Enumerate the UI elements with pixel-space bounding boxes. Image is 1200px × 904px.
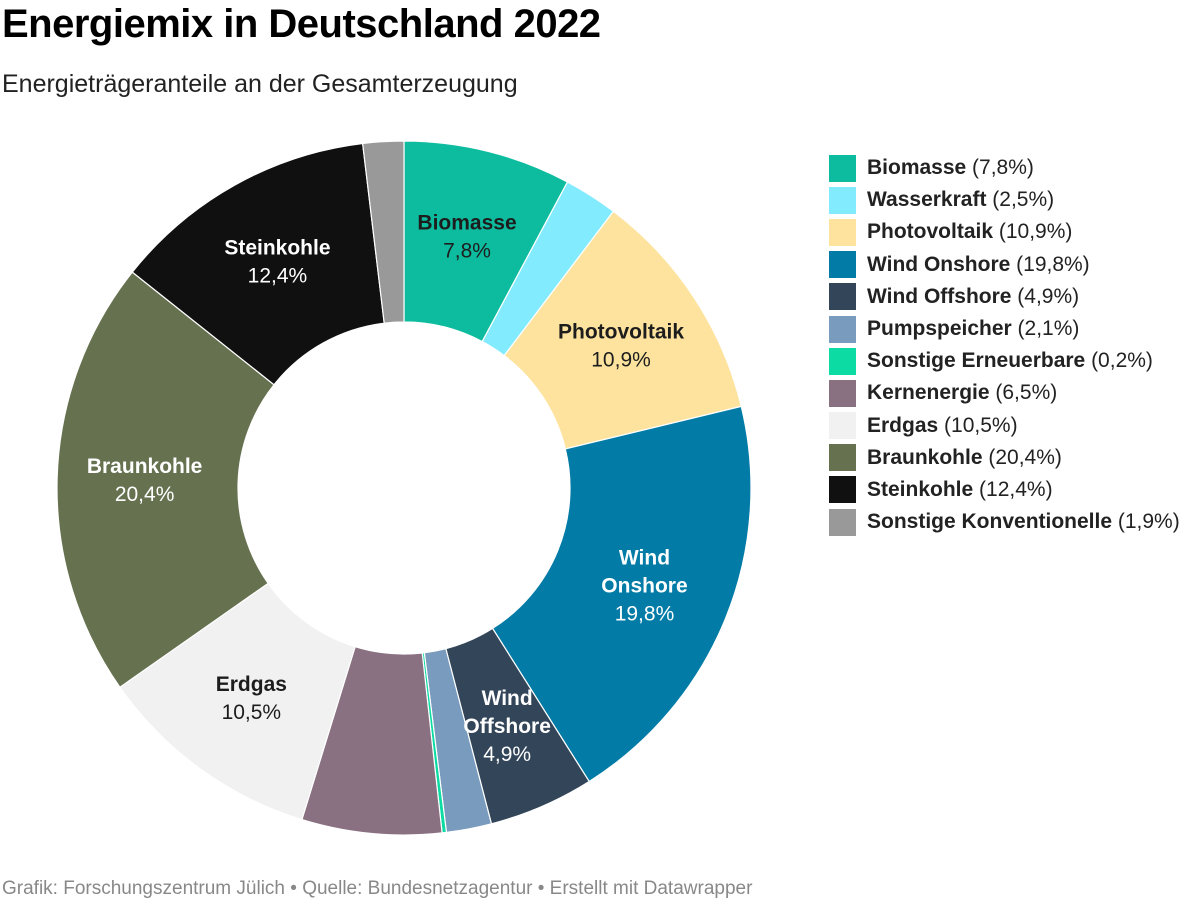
slice-label-wind-offshore: Wind Offshore 4,9%	[463, 687, 551, 766]
slice-label-erdgas: Erdgas 10,5%	[216, 673, 287, 724]
legend-swatch	[829, 379, 856, 407]
legend-value: (10,9%)	[993, 220, 1073, 244]
legend-label: Wind Onshore	[867, 252, 1011, 276]
slice-label-value: 12,4%	[248, 264, 308, 287]
legend-swatch	[829, 444, 856, 472]
slice-label-name: Onshore	[601, 575, 687, 598]
slice-label-value: 20,4%	[115, 483, 175, 506]
legend-label: Pumpspeicher	[867, 317, 1012, 341]
slice-label-name: Wind	[619, 547, 670, 570]
slice-photovoltaik	[503, 210, 742, 450]
legend-value: (2,1%)	[1011, 317, 1080, 341]
legend-label: Kernenergie	[867, 381, 990, 405]
legend-label: Wasserkraft	[867, 188, 987, 212]
slice-label-name: Steinkohle	[224, 236, 330, 259]
legend-value: (4,9%)	[1011, 284, 1080, 308]
legend-swatch	[829, 315, 856, 343]
legend-item-erdgas: Erdgas (10,5%)	[829, 410, 1180, 442]
legend-item-biomasse: Biomasse (7,8%)	[829, 152, 1180, 184]
legend-value: (10,5%)	[938, 413, 1018, 437]
slice-braunkohle	[56, 271, 275, 689]
legend-swatch	[829, 154, 856, 182]
legend-item-sonstige-konventionelle: Sonstige Konventionelle (1,9%)	[829, 506, 1180, 538]
legend-value: (1,9%)	[1112, 510, 1180, 534]
slice-label-value: 19,8%	[615, 603, 675, 626]
legend-label: Photovoltaik	[867, 220, 994, 244]
legend-label: Sonstige Konventionelle	[867, 510, 1113, 534]
legend-value: (20,4%)	[982, 445, 1062, 469]
legend-label: Erdgas	[867, 413, 939, 437]
slice-label-name: Photovoltaik	[558, 321, 684, 344]
legend-value: (19,8%)	[1010, 252, 1090, 276]
slice-label-name: Erdgas	[216, 673, 287, 696]
legend-item-steinkohle: Steinkohle (12,4%)	[829, 474, 1180, 506]
legend-swatch	[829, 251, 856, 279]
legend-item-photovoltaik: Photovoltaik (10,9%)	[829, 216, 1180, 248]
slice-label-name: Biomasse	[417, 211, 516, 234]
legend-value: (0,2%)	[1085, 349, 1153, 373]
legend-label: Braunkohle	[867, 445, 983, 469]
legend-item-sonstige-erneuerbare: Sonstige Erneuerbare (0,2%)	[829, 345, 1180, 377]
legend-label: Sonstige Erneuerbare	[867, 349, 1086, 373]
slice-sonstige-konventionelle	[361, 140, 405, 324]
chart-title: Energiemix in Deutschland 2022	[2, 2, 601, 46]
legend: Biomasse (7,8%) Wasserkraft (2,5%) Photovo…	[829, 152, 1180, 538]
slice-label-steinkohle: Steinkohle 12,4%	[224, 236, 330, 287]
legend-swatch	[829, 347, 856, 375]
legend-value: (7,8%)	[966, 156, 1034, 180]
chart-footer: Grafik: Forschungszentrum Jülich • Quell…	[2, 878, 753, 899]
slice-label-value: 4,9%	[483, 743, 531, 766]
slice-label-name: Wind	[482, 687, 533, 710]
legend-item-kernenergie: Kernenergie (6,5%)	[829, 377, 1180, 409]
legend-value: (2,5%)	[986, 188, 1055, 212]
chart-subtitle: Energieträgeranteile an der Gesamterzeug…	[2, 70, 518, 98]
legend-item-wind-onshore: Wind Onshore (19,8%)	[829, 249, 1180, 281]
slice-label-name: Braunkohle	[87, 455, 203, 478]
slice-label-photovoltaik: Photovoltaik 10,9%	[558, 321, 684, 372]
legend-item-pumpspeicher: Pumpspeicher (2,1%)	[829, 313, 1180, 345]
slice-label-braunkohle: Braunkohle 20,4%	[87, 455, 203, 506]
legend-label: Biomasse	[867, 156, 967, 180]
slice-label-value: 10,5%	[222, 701, 282, 724]
slice-wind-onshore	[491, 405, 752, 783]
donut-slices	[56, 140, 752, 836]
legend-item-wind-offshore: Wind Offshore (4,9%)	[829, 281, 1180, 313]
legend-swatch	[829, 476, 856, 504]
legend-swatch	[829, 186, 856, 214]
legend-item-wasserkraft: Wasserkraft (2,5%)	[829, 184, 1180, 216]
slice-label-value: 10,9%	[591, 349, 651, 372]
legend-swatch	[829, 283, 856, 311]
legend-value: (6,5%)	[989, 381, 1058, 405]
legend-swatch	[829, 508, 856, 536]
slice-steinkohle	[131, 142, 385, 386]
slice-label-value: 7,8%	[443, 239, 491, 262]
slice-label-wind-onshore: Wind Onshore 19,8%	[601, 547, 687, 626]
legend-swatch	[829, 412, 856, 440]
legend-label: Steinkohle	[867, 477, 974, 501]
slice-label-biomasse: Biomasse 7,8%	[417, 211, 516, 262]
slice-label-name: Offshore	[463, 715, 551, 738]
slice-labels: Biomasse 7,8% Photovoltaik 10,9% Wind Onshore…	[87, 211, 688, 766]
legend-swatch	[829, 218, 856, 246]
legend-item-braunkohle: Braunkohle (20,4%)	[829, 442, 1180, 474]
legend-label: Wind Offshore	[867, 284, 1012, 308]
legend-value: (12,4%)	[973, 477, 1053, 501]
